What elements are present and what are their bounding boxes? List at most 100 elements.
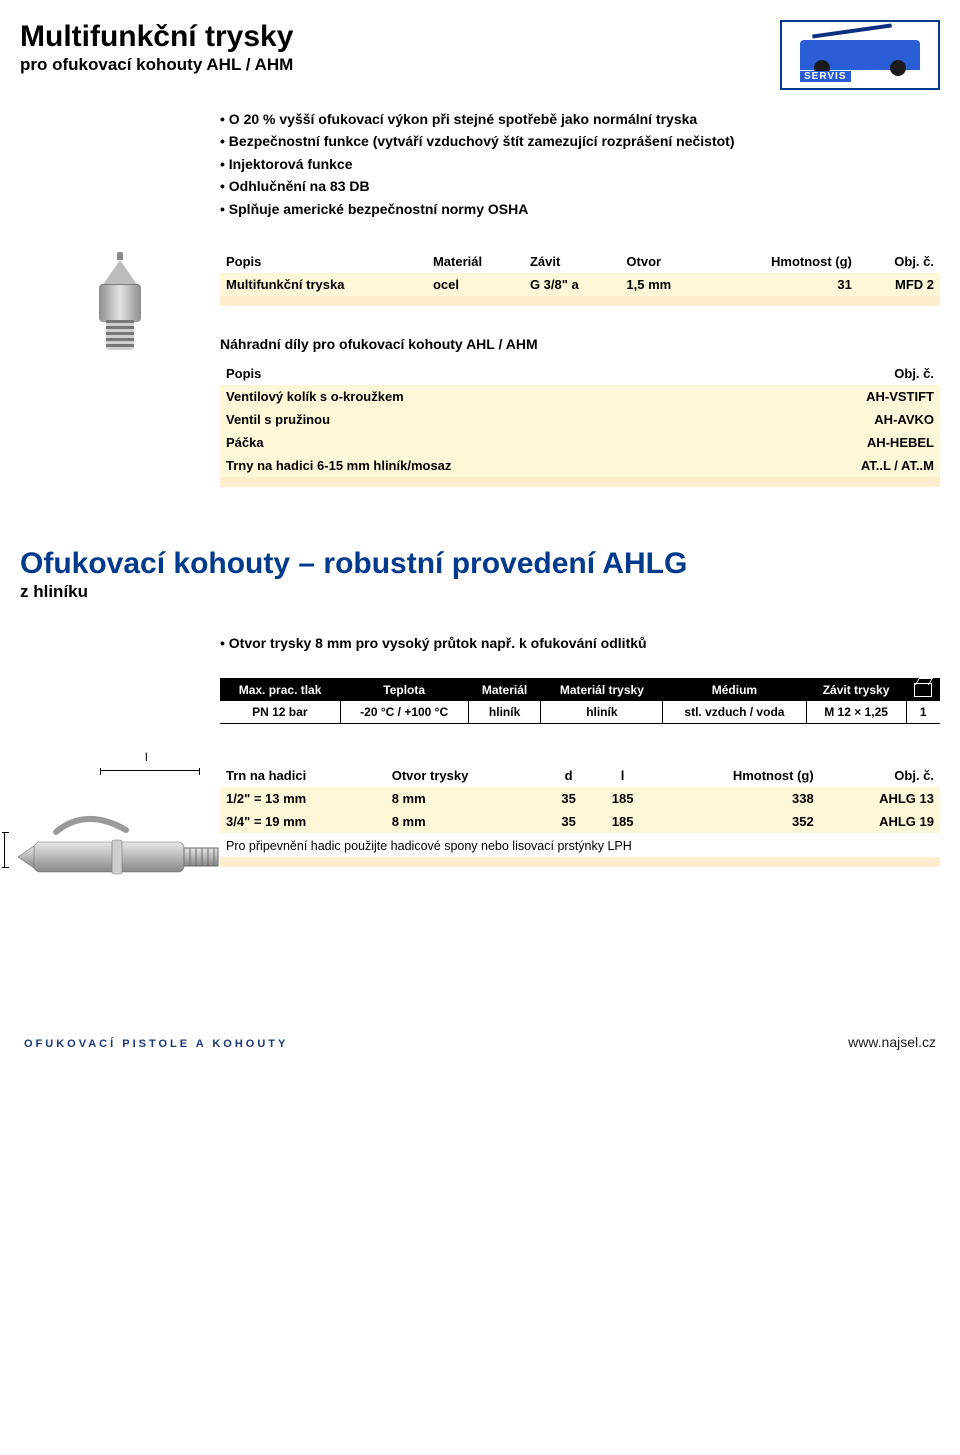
cell: 1/2" = 13 mm	[220, 787, 386, 810]
footer-right: www.najsel.cz	[848, 1034, 936, 1050]
cell: hliník	[541, 701, 663, 724]
bullet-item: Splňuje americké bezpečnostní normy OSHA	[220, 198, 940, 220]
table-note-row: Pro připevnění hadic použijte hadicové s…	[220, 833, 940, 857]
note-text: Pro připevnění hadic použijte hadicové s…	[220, 833, 940, 857]
table-row: Ventil s pružinou AH-AVKO	[220, 408, 940, 431]
cell: MFD 2	[858, 273, 940, 296]
cell: AT..L / AT..M	[750, 454, 940, 477]
section-ahlg: Ofukovací kohouty – robustní provedení A…	[20, 547, 940, 894]
table-header-row: Max. prac. tlak Teplota Materiál Materiá…	[220, 678, 940, 701]
bullet-item: Bezpečnostní funkce (vytváří vzduchový š…	[220, 130, 940, 152]
cell: 352	[653, 810, 820, 833]
tables-col-2: Trn na hadici Otvor trysky d l Hmotnost …	[220, 764, 940, 867]
content-row-1: Popis Materiál Závit Otvor Hmotnost (g) …	[20, 250, 940, 487]
table-spacer	[220, 857, 940, 867]
th-pack	[906, 678, 940, 701]
table-row: 1/2" = 13 mm 8 mm 35 185 338 AHLG 13	[220, 787, 940, 810]
spec-table-wrap: Max. prac. tlak Teplota Materiál Materiá…	[220, 678, 940, 724]
th-mat-trysky: Materiál trysky	[541, 678, 663, 701]
cell: AHLG 13	[820, 787, 940, 810]
table-row: 3/4" = 19 mm 8 mm 35 185 352 AHLG 19	[220, 810, 940, 833]
cell: 1	[906, 701, 940, 724]
table-spacer	[220, 477, 940, 487]
ahlg-main-table: Trn na hadici Otvor trysky d l Hmotnost …	[220, 764, 940, 867]
th-l: l	[592, 764, 653, 787]
nozzle-icon	[93, 260, 148, 350]
th-popis: Popis	[220, 362, 750, 385]
bullet-item: Injektorová funkce	[220, 153, 940, 175]
cell: 8 mm	[386, 810, 545, 833]
th-trn: Trn na hadici	[220, 764, 386, 787]
feature-bullets-2: Otvor trysky 8 mm pro vysoký průtok např…	[220, 632, 940, 654]
cell: AH-AVKO	[750, 408, 940, 431]
cell: 8 mm	[386, 787, 545, 810]
table-row: Páčka AH-HEBEL	[220, 431, 940, 454]
cell: Multifunkční tryska	[220, 273, 427, 296]
cell: 31	[711, 273, 858, 296]
title-block: Multifunkční trysky pro ofukovací kohout…	[20, 20, 293, 75]
cell: Páčka	[220, 431, 750, 454]
nozzle-spec-table: Popis Materiál Závit Otvor Hmotnost (g) …	[220, 250, 940, 306]
dimension-line-d	[4, 832, 5, 868]
cell: AH-HEBEL	[750, 431, 940, 454]
cell: 1,5 mm	[620, 273, 710, 296]
table-header-row: Popis Materiál Závit Otvor Hmotnost (g) …	[220, 250, 940, 273]
th-d: d	[545, 764, 593, 787]
dimension-line-l	[100, 770, 200, 771]
car-icon	[800, 40, 920, 70]
th-obj: Obj. č.	[820, 764, 940, 787]
page-title-1: Multifunkční trysky	[20, 20, 293, 53]
th-obj: Obj. č.	[858, 250, 940, 273]
cell: 185	[592, 787, 653, 810]
subtitle-1: pro ofukovací kohouty AHL / AHM	[20, 55, 293, 75]
table-row: Multifunkční tryska ocel G 3/8" a 1,5 mm…	[220, 273, 940, 296]
th-tlak: Max. prac. tlak	[220, 678, 340, 701]
title-row: Multifunkční trysky pro ofukovací kohout…	[20, 20, 940, 90]
th-zavit: Závit	[524, 250, 620, 273]
th-hmotnost: Hmotnost (g)	[653, 764, 820, 787]
cell: hliník	[468, 701, 541, 724]
package-icon	[914, 683, 932, 697]
th-otvor: Otvor	[620, 250, 710, 273]
dim-l-label: l	[145, 750, 148, 764]
cell: 185	[592, 810, 653, 833]
cell: Trny na hadici 6-15 mm hliník/mosaz	[220, 454, 750, 477]
cell: -20 °C / +100 °C	[340, 701, 468, 724]
tables-col-1: Popis Materiál Závit Otvor Hmotnost (g) …	[220, 250, 940, 487]
black-spec-table: Max. prac. tlak Teplota Materiál Materiá…	[220, 678, 940, 724]
cell: stl. vzduch / voda	[663, 701, 806, 724]
table-row: Trny na hadici 6-15 mm hliník/mosaz AT..…	[220, 454, 940, 477]
page-footer: OFUKOVACÍ PISTOLE A KOHOUTY www.najsel.c…	[20, 1034, 940, 1050]
page-title-2: Ofukovací kohouty – robustní provedení A…	[20, 547, 940, 580]
table-header-row: Popis Obj. č.	[220, 362, 940, 385]
cell: 338	[653, 787, 820, 810]
th-teplota: Teplota	[340, 678, 468, 701]
th-popis: Popis	[220, 250, 427, 273]
th-material: Materiál	[468, 678, 541, 701]
table-row: PN 12 bar -20 °C / +100 °C hliník hliník…	[220, 701, 940, 724]
cell: AH-VSTIFT	[750, 385, 940, 408]
product-diagram: l d	[20, 764, 220, 894]
cell: Ventilový kolík s o-kroužkem	[220, 385, 750, 408]
th-hmotnost: Hmotnost (g)	[711, 250, 858, 273]
servis-label: SERVIS	[800, 71, 851, 82]
spare-parts-table: Popis Obj. č. Ventilový kolík s o-kroužk…	[220, 362, 940, 487]
cell: 35	[545, 787, 593, 810]
cell: ocel	[427, 273, 524, 296]
cell: Ventil s pružinou	[220, 408, 750, 431]
cell: PN 12 bar	[220, 701, 340, 724]
th-medium: Médium	[663, 678, 806, 701]
th-otvor: Otvor trysky	[386, 764, 545, 787]
table-row: Ventilový kolík s o-kroužkem AH-VSTIFT	[220, 385, 940, 408]
th-zavit-trysky: Závit trysky	[806, 678, 906, 701]
th-obj: Obj. č.	[750, 362, 940, 385]
cell: 35	[545, 810, 593, 833]
product-image-col	[20, 250, 220, 350]
servis-badge: SERVIS	[780, 20, 940, 90]
bullet-item: Odhlučnění na 83 DB	[220, 175, 940, 197]
subtitle-2: z hliníku	[20, 582, 940, 602]
table-header-row: Trn na hadici Otvor trysky d l Hmotnost …	[220, 764, 940, 787]
spare-parts-heading: Náhradní díly pro ofukovací kohouty AHL …	[220, 336, 940, 352]
cell: 3/4" = 19 mm	[220, 810, 386, 833]
th-material: Materiál	[427, 250, 524, 273]
